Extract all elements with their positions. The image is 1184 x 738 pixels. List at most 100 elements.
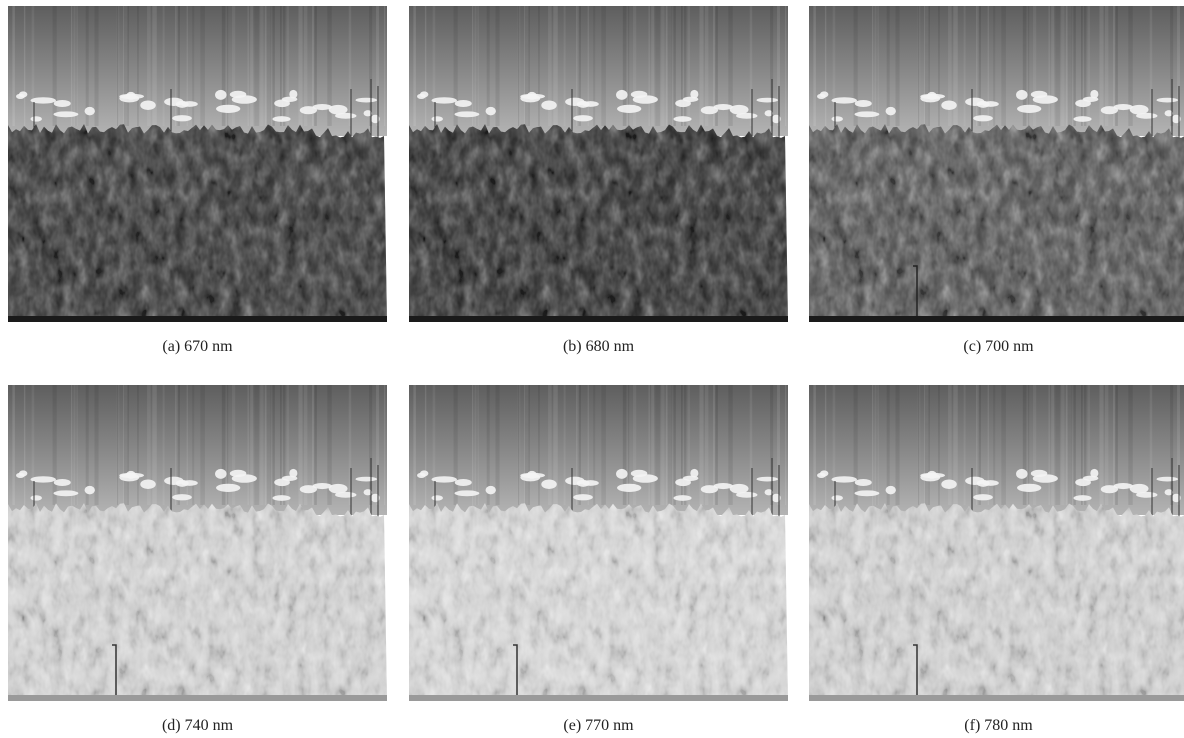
sky-streak bbox=[424, 385, 427, 505]
sky-streak bbox=[713, 385, 716, 505]
forest-texture bbox=[8, 503, 387, 701]
sky-streak bbox=[953, 6, 958, 126]
cloud bbox=[229, 90, 247, 99]
sky-streak bbox=[963, 385, 966, 505]
sky-streak bbox=[424, 6, 427, 126]
sky-streak bbox=[75, 6, 77, 126]
cloud bbox=[172, 115, 192, 122]
sky-streak bbox=[175, 385, 179, 505]
sky-streak bbox=[453, 385, 458, 505]
cloud bbox=[30, 476, 56, 483]
cloud bbox=[30, 97, 56, 104]
sky-streak bbox=[432, 385, 436, 505]
sky-streak bbox=[924, 385, 929, 505]
sky-streak bbox=[622, 385, 627, 505]
cloud bbox=[1129, 483, 1149, 494]
sky-streak bbox=[667, 385, 672, 505]
sky-streak bbox=[303, 6, 308, 126]
sky-streak bbox=[283, 6, 286, 126]
sky-streak bbox=[312, 385, 315, 505]
sky-streak bbox=[192, 6, 195, 126]
sky-streak bbox=[684, 6, 687, 126]
cloud bbox=[771, 114, 781, 124]
cloud bbox=[973, 494, 993, 501]
sky-streak bbox=[1080, 385, 1083, 505]
cloud bbox=[1090, 89, 1099, 99]
cloud bbox=[690, 468, 699, 478]
panel: (d) 740 nm bbox=[8, 385, 387, 735]
sky-streak bbox=[186, 385, 188, 505]
sky-streak bbox=[94, 6, 99, 126]
sky-streak bbox=[369, 6, 373, 126]
sky-streak bbox=[12, 6, 15, 126]
sky-streak bbox=[1170, 6, 1174, 126]
cloud bbox=[831, 476, 857, 483]
sky-streak bbox=[31, 385, 35, 505]
cloud bbox=[1030, 90, 1048, 99]
sky-streak bbox=[264, 385, 267, 505]
cloud bbox=[541, 100, 557, 111]
sky-streak bbox=[1051, 6, 1055, 126]
sky-streak bbox=[383, 385, 386, 505]
cloud bbox=[485, 106, 496, 116]
sky-streak bbox=[1099, 385, 1104, 505]
photo bbox=[8, 385, 387, 701]
forest-texture bbox=[8, 124, 387, 322]
cloud bbox=[1016, 468, 1028, 479]
cloud bbox=[941, 479, 957, 490]
cloud bbox=[355, 476, 377, 482]
sky-streak bbox=[200, 6, 205, 126]
sky-streak bbox=[777, 385, 780, 505]
sky-streak bbox=[874, 6, 879, 126]
panel: (f) 780 nm bbox=[809, 385, 1184, 735]
sky-streak bbox=[853, 6, 858, 126]
sky-streak bbox=[413, 6, 416, 126]
cloud bbox=[370, 493, 380, 503]
sky-streak bbox=[313, 385, 317, 505]
cloud bbox=[819, 470, 829, 477]
sky-streak bbox=[563, 6, 566, 126]
sky-streak bbox=[699, 6, 704, 126]
sky-streak bbox=[1065, 6, 1068, 126]
sky-streak bbox=[871, 385, 874, 505]
sky-streak bbox=[348, 6, 352, 126]
cloud bbox=[520, 94, 541, 103]
sky-streak bbox=[728, 385, 733, 505]
post bbox=[513, 644, 518, 701]
sky-streak bbox=[938, 385, 940, 505]
cloud bbox=[419, 91, 429, 98]
sky-streak bbox=[593, 6, 596, 126]
sky-streak bbox=[524, 385, 530, 505]
sky-streak bbox=[713, 6, 716, 126]
sky-streak bbox=[474, 6, 479, 126]
sky-streak bbox=[665, 6, 668, 126]
sky-streak bbox=[628, 6, 630, 126]
sky-streak bbox=[266, 6, 271, 126]
sky-streak bbox=[993, 6, 996, 126]
sky-streak bbox=[298, 6, 303, 126]
sky-streak bbox=[813, 385, 816, 505]
sky-streak bbox=[1087, 6, 1091, 126]
sky-streak bbox=[824, 6, 827, 126]
sky-streak bbox=[832, 6, 836, 126]
cloud bbox=[229, 469, 247, 478]
post bbox=[112, 644, 117, 701]
cloud bbox=[1073, 116, 1092, 122]
sky-streak bbox=[254, 385, 259, 505]
cloud bbox=[454, 100, 472, 108]
sky-streak bbox=[577, 6, 581, 126]
cloud bbox=[454, 111, 480, 118]
sky-streak bbox=[1001, 385, 1006, 505]
sky-streak bbox=[476, 6, 478, 126]
cloud bbox=[1171, 114, 1181, 124]
sky-streak bbox=[123, 6, 128, 126]
sky-streak bbox=[917, 385, 920, 505]
sky-streak bbox=[977, 385, 981, 505]
sky-streak bbox=[1028, 385, 1030, 505]
sky-streak bbox=[987, 385, 989, 505]
sky-streak bbox=[1055, 385, 1060, 505]
cloud bbox=[18, 91, 28, 98]
cloud bbox=[1156, 97, 1178, 103]
cloud bbox=[854, 490, 880, 497]
